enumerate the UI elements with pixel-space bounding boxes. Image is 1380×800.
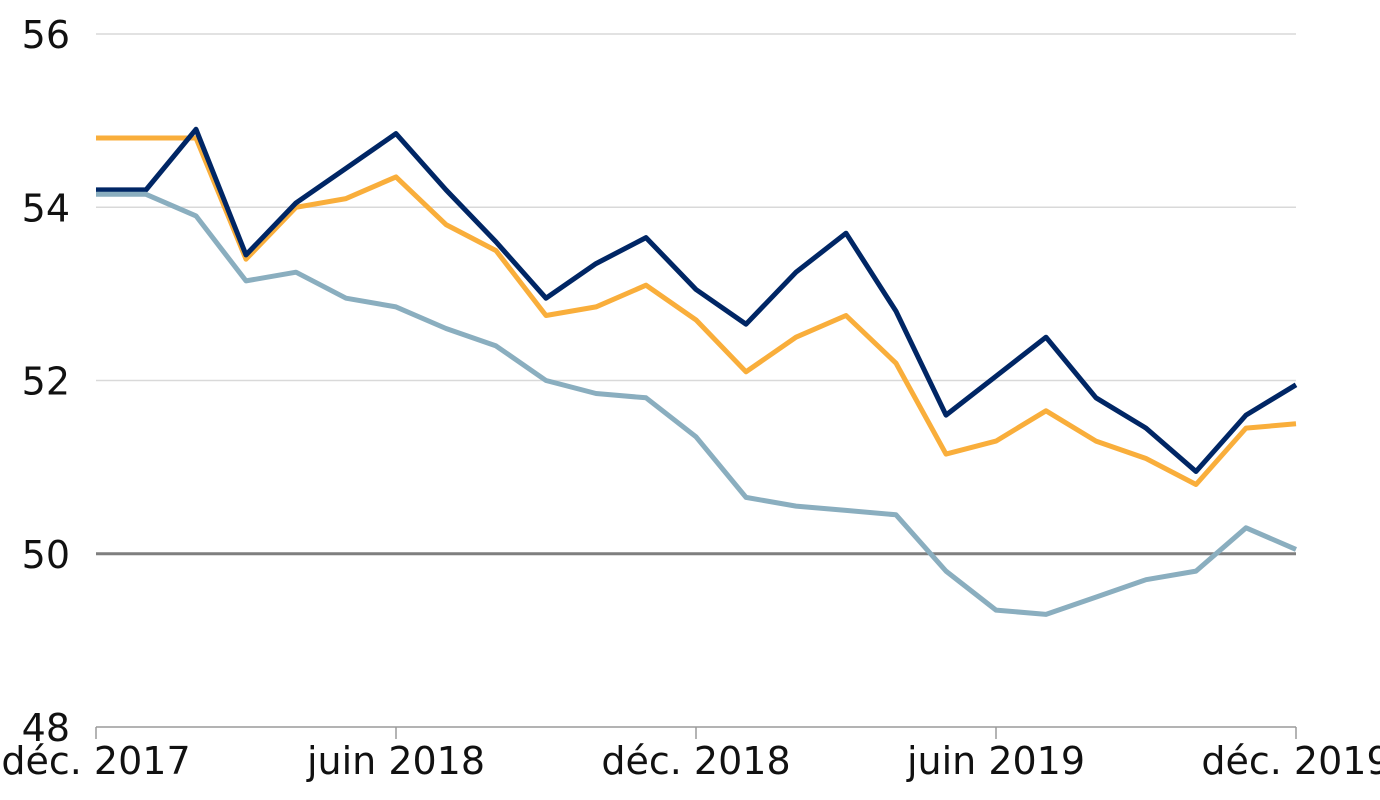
x-tick-label: déc. 2019	[1201, 739, 1380, 783]
series-line-2	[96, 126, 1298, 474]
x-tick-label: juin 2018	[306, 739, 485, 783]
series-line-1	[96, 135, 1297, 487]
x-tick-label: déc. 2017	[1, 739, 190, 783]
series-line-3	[96, 191, 1297, 617]
tick-labels: 48 50 52 54 56 déc. 2017 juin 2018 déc. 2018 jui…	[1, 13, 1380, 783]
y-tick-label: 50	[22, 533, 70, 577]
series-lines	[95, 126, 1298, 617]
y-tick-label: 52	[22, 360, 70, 404]
x-tick-label: juin 2019	[906, 739, 1085, 783]
y-tick-label: 56	[22, 13, 70, 57]
axes	[95, 552, 1297, 739]
gridlines	[96, 33, 1296, 382]
y-tick-label: 48	[22, 706, 70, 750]
y-tick-label: 54	[22, 186, 70, 230]
x-tick-label: déc. 2018	[601, 739, 790, 783]
